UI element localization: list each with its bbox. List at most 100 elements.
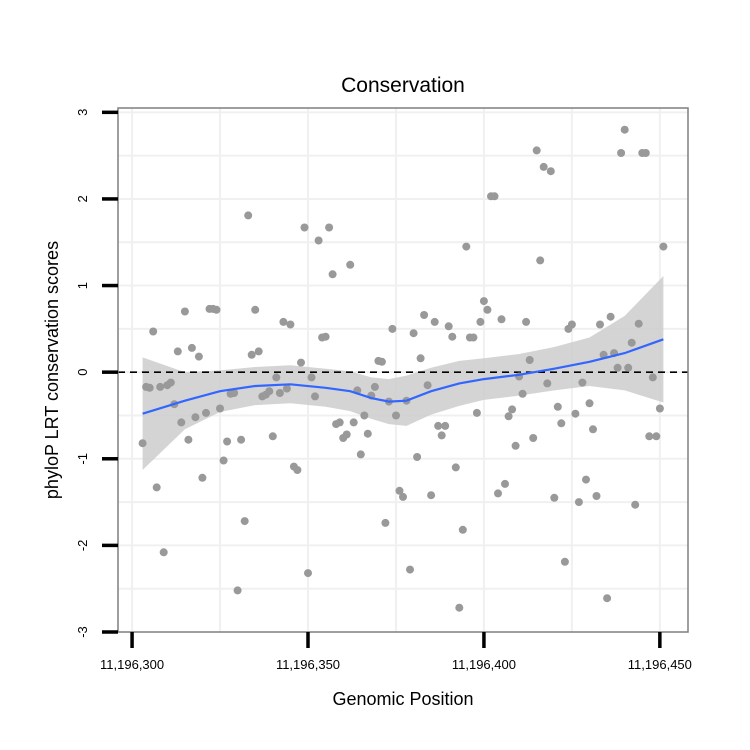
data-point bbox=[314, 236, 323, 245]
data-point bbox=[409, 329, 418, 338]
data-point bbox=[212, 305, 221, 314]
data-point bbox=[166, 378, 175, 387]
data-point bbox=[423, 381, 432, 390]
data-point bbox=[325, 223, 334, 232]
data-point bbox=[522, 317, 531, 326]
data-point bbox=[304, 569, 312, 578]
data-point bbox=[413, 453, 422, 461]
data-point bbox=[311, 392, 319, 401]
data-point bbox=[335, 418, 344, 427]
confidence-band-area bbox=[142, 276, 664, 470]
x-tick-label: 11,196,350 bbox=[276, 657, 340, 672]
y-tick-label: 0 bbox=[75, 369, 90, 376]
data-point bbox=[377, 357, 386, 366]
data-point bbox=[589, 425, 597, 434]
confidence-band bbox=[142, 276, 664, 470]
data-point bbox=[546, 167, 555, 176]
data-point bbox=[152, 483, 161, 492]
data-point bbox=[624, 363, 633, 372]
data-point bbox=[574, 498, 583, 507]
data-point bbox=[490, 192, 499, 201]
data-point bbox=[655, 404, 664, 413]
data-point bbox=[437, 431, 446, 440]
data-point bbox=[279, 317, 288, 326]
data-point bbox=[360, 411, 369, 420]
data-point bbox=[557, 419, 566, 428]
data-point bbox=[444, 322, 453, 331]
x-axis: 11,196,300 11,196,350 11,196,400 11,196,450 bbox=[100, 632, 692, 672]
data-point bbox=[529, 434, 538, 442]
data-point bbox=[216, 404, 224, 413]
data-point bbox=[582, 475, 590, 484]
data-point bbox=[247, 350, 256, 359]
data-point bbox=[550, 493, 559, 502]
data-point bbox=[187, 343, 196, 352]
data-point bbox=[420, 311, 429, 319]
data-point bbox=[430, 317, 439, 326]
data-point bbox=[272, 373, 281, 382]
plot-border bbox=[117, 107, 689, 633]
data-point bbox=[462, 242, 471, 251]
data-point bbox=[451, 463, 460, 472]
data-point bbox=[177, 418, 186, 427]
data-point bbox=[532, 146, 541, 155]
data-point bbox=[497, 315, 506, 324]
data-point bbox=[202, 408, 210, 417]
y-axis-label: phyloP LRT conservation scores bbox=[42, 241, 62, 499]
data-point bbox=[458, 525, 467, 534]
data-point bbox=[173, 347, 182, 356]
y-tick-label: -1 bbox=[75, 453, 90, 465]
data-point bbox=[553, 402, 562, 411]
x-tick-label: 11,196,450 bbox=[628, 657, 692, 672]
data-point bbox=[455, 603, 464, 612]
data-point bbox=[567, 320, 576, 329]
data-point bbox=[388, 324, 397, 333]
data-point bbox=[539, 162, 548, 171]
data-point bbox=[275, 389, 284, 397]
data-point bbox=[392, 411, 400, 420]
data-point bbox=[194, 352, 203, 361]
data-point bbox=[219, 456, 228, 465]
data-point bbox=[159, 548, 168, 557]
data-point bbox=[349, 418, 358, 427]
data-point bbox=[634, 319, 643, 328]
data-point bbox=[571, 409, 580, 418]
x-axis-label: Genomic Position bbox=[332, 689, 473, 709]
data-point bbox=[659, 242, 668, 251]
y-tick-label: 1 bbox=[75, 282, 90, 289]
data-point bbox=[406, 565, 414, 574]
data-point bbox=[191, 413, 200, 422]
data-point bbox=[652, 432, 661, 441]
data-point bbox=[613, 363, 622, 372]
data-point bbox=[434, 421, 443, 430]
data-point bbox=[240, 517, 249, 526]
data-point bbox=[606, 312, 615, 321]
data-point bbox=[596, 320, 604, 329]
data-point bbox=[149, 327, 158, 336]
y-tick-label: 2 bbox=[75, 195, 90, 202]
data-point bbox=[627, 338, 636, 347]
data-point bbox=[286, 320, 295, 329]
data-point bbox=[293, 466, 302, 474]
data-point bbox=[483, 305, 492, 314]
data-point bbox=[395, 486, 404, 495]
data-point bbox=[525, 356, 534, 364]
data-point bbox=[244, 211, 253, 220]
data-point bbox=[321, 332, 330, 341]
data-point bbox=[300, 223, 309, 232]
data-point bbox=[508, 405, 517, 414]
data-point bbox=[184, 435, 193, 444]
data-point bbox=[476, 317, 485, 326]
data-point bbox=[620, 125, 629, 134]
data-point bbox=[441, 421, 450, 430]
data-point bbox=[448, 332, 457, 341]
data-point bbox=[254, 347, 263, 356]
data-point bbox=[501, 479, 509, 488]
data-point bbox=[648, 373, 657, 382]
data-point bbox=[645, 432, 654, 441]
data-point bbox=[560, 557, 569, 566]
data-point bbox=[237, 435, 246, 444]
data-point bbox=[180, 307, 189, 316]
data-point bbox=[427, 491, 436, 500]
